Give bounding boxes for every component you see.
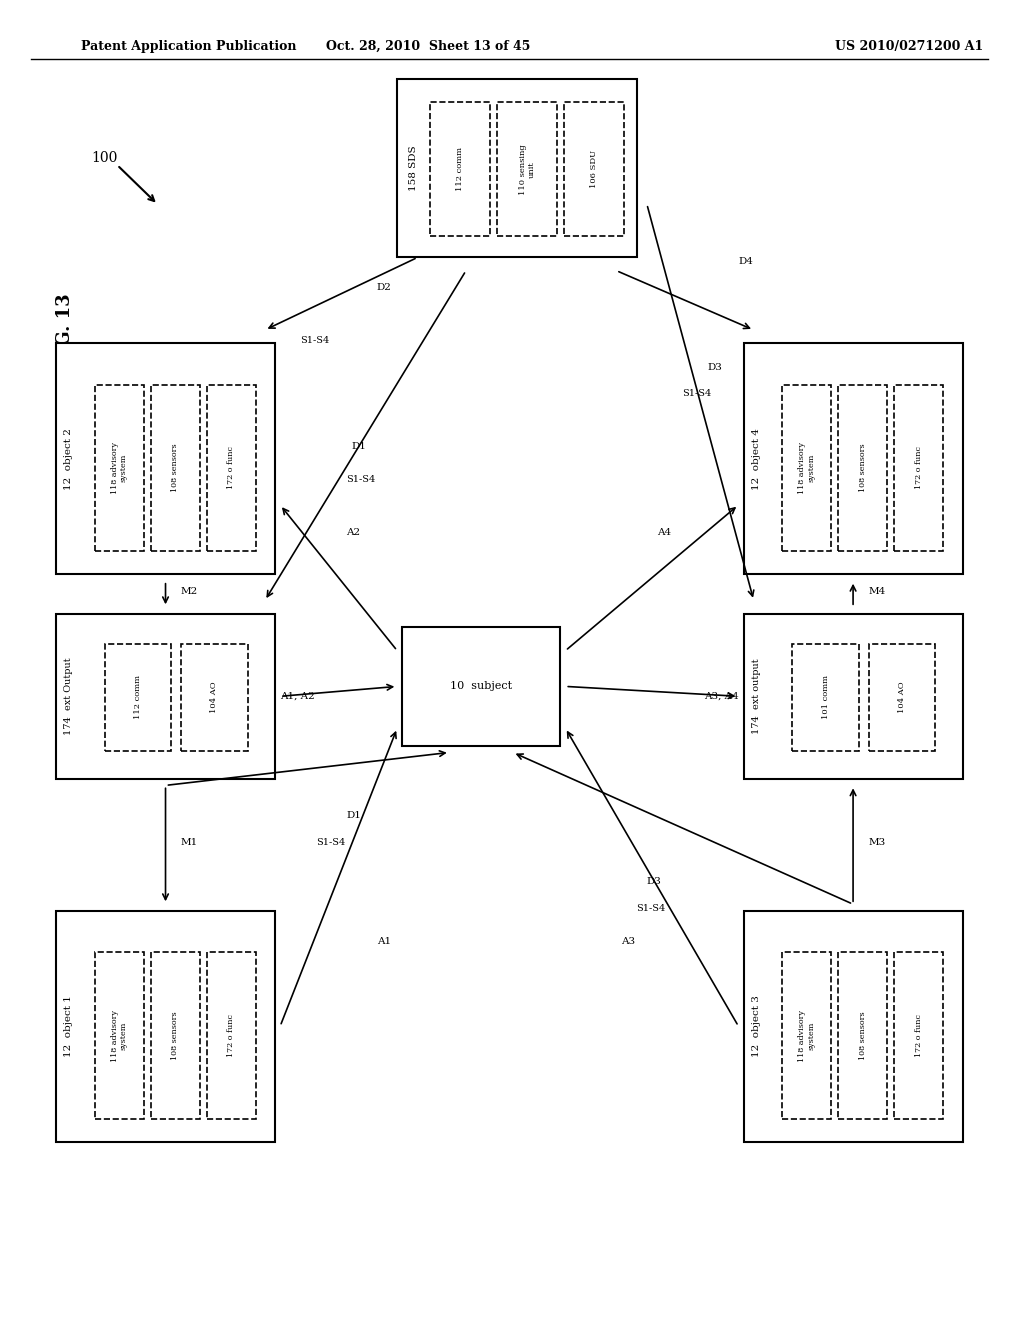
Text: 112 comm: 112 comm: [456, 148, 464, 191]
Text: M1: M1: [181, 838, 198, 847]
FancyBboxPatch shape: [151, 385, 200, 552]
Text: 12  object 2: 12 object 2: [65, 428, 73, 490]
Text: 12  object 4: 12 object 4: [752, 428, 761, 490]
FancyBboxPatch shape: [497, 103, 557, 236]
Text: A1, A2: A1, A2: [281, 692, 314, 701]
Text: A2: A2: [346, 528, 360, 537]
FancyBboxPatch shape: [181, 644, 248, 751]
Text: 110 sensing
unit: 110 sensing unit: [518, 144, 536, 194]
Text: FIG. 13: FIG. 13: [56, 293, 74, 367]
Text: D1: D1: [346, 812, 361, 821]
Text: 174  ext Output: 174 ext Output: [65, 657, 73, 735]
Text: 118 advisory
system: 118 advisory system: [111, 442, 128, 494]
Text: 174  ext output: 174 ext output: [752, 659, 761, 734]
Text: D1: D1: [351, 442, 367, 451]
FancyBboxPatch shape: [56, 343, 275, 574]
FancyBboxPatch shape: [782, 953, 831, 1119]
Text: A4: A4: [657, 528, 671, 537]
Text: 12  object 3: 12 object 3: [752, 995, 761, 1057]
FancyBboxPatch shape: [869, 644, 935, 751]
Text: 108 sensors: 108 sensors: [859, 444, 866, 492]
Text: 172 o func: 172 o func: [914, 446, 923, 490]
Text: 172 o func: 172 o func: [914, 1014, 923, 1057]
Text: M4: M4: [868, 587, 886, 597]
Text: D3: D3: [708, 363, 723, 372]
FancyBboxPatch shape: [397, 79, 637, 257]
Text: 108 sensors: 108 sensors: [171, 1011, 179, 1060]
FancyBboxPatch shape: [743, 614, 963, 779]
Text: US 2010/0271200 A1: US 2010/0271200 A1: [836, 40, 983, 53]
Text: S1-S4: S1-S4: [300, 337, 330, 346]
Text: 10  subject: 10 subject: [451, 681, 512, 692]
FancyBboxPatch shape: [402, 627, 560, 746]
Text: D3: D3: [647, 878, 662, 887]
Text: 118 advisory
system: 118 advisory system: [798, 1010, 815, 1061]
Text: A3: A3: [622, 937, 636, 946]
FancyBboxPatch shape: [894, 953, 943, 1119]
Text: D2: D2: [377, 284, 392, 293]
Text: 108 sensors: 108 sensors: [171, 444, 179, 492]
Text: M3: M3: [868, 838, 886, 847]
Text: A3, A4: A3, A4: [703, 692, 738, 701]
FancyBboxPatch shape: [839, 385, 887, 552]
Text: 158 SDS: 158 SDS: [410, 145, 419, 191]
Text: 108 sensors: 108 sensors: [859, 1011, 866, 1060]
Text: 104 AO: 104 AO: [210, 681, 218, 713]
Text: M2: M2: [181, 587, 198, 597]
Text: 104 AO: 104 AO: [898, 681, 906, 713]
FancyBboxPatch shape: [430, 103, 489, 236]
FancyBboxPatch shape: [743, 911, 963, 1142]
Text: 118 advisory
system: 118 advisory system: [111, 1010, 128, 1061]
FancyBboxPatch shape: [104, 644, 171, 751]
FancyBboxPatch shape: [56, 614, 275, 779]
Text: 12  object 1: 12 object 1: [65, 995, 73, 1057]
Text: 112 comm: 112 comm: [134, 675, 142, 719]
FancyBboxPatch shape: [793, 644, 859, 751]
FancyBboxPatch shape: [743, 343, 963, 574]
FancyBboxPatch shape: [207, 953, 256, 1119]
Text: Patent Application Publication: Patent Application Publication: [82, 40, 297, 53]
Text: S1-S4: S1-S4: [346, 475, 376, 484]
Text: 118 advisory
system: 118 advisory system: [798, 442, 815, 494]
Text: 106 SDU: 106 SDU: [591, 150, 598, 189]
FancyBboxPatch shape: [95, 953, 143, 1119]
Text: 100: 100: [92, 152, 118, 165]
FancyBboxPatch shape: [207, 385, 256, 552]
FancyBboxPatch shape: [56, 911, 275, 1142]
Text: S1-S4: S1-S4: [315, 838, 345, 847]
FancyBboxPatch shape: [894, 385, 943, 552]
Text: 101 comm: 101 comm: [821, 675, 829, 719]
Text: D4: D4: [738, 257, 754, 267]
Text: S1-S4: S1-S4: [637, 904, 666, 913]
FancyBboxPatch shape: [839, 953, 887, 1119]
FancyBboxPatch shape: [95, 385, 143, 552]
Text: 172 o func: 172 o func: [227, 1014, 236, 1057]
Text: A1: A1: [377, 937, 391, 946]
Text: S1-S4: S1-S4: [682, 389, 712, 399]
Text: 172 o func: 172 o func: [227, 446, 236, 490]
FancyBboxPatch shape: [782, 385, 831, 552]
Text: Oct. 28, 2010  Sheet 13 of 45: Oct. 28, 2010 Sheet 13 of 45: [326, 40, 530, 53]
FancyBboxPatch shape: [564, 103, 625, 236]
FancyBboxPatch shape: [151, 953, 200, 1119]
